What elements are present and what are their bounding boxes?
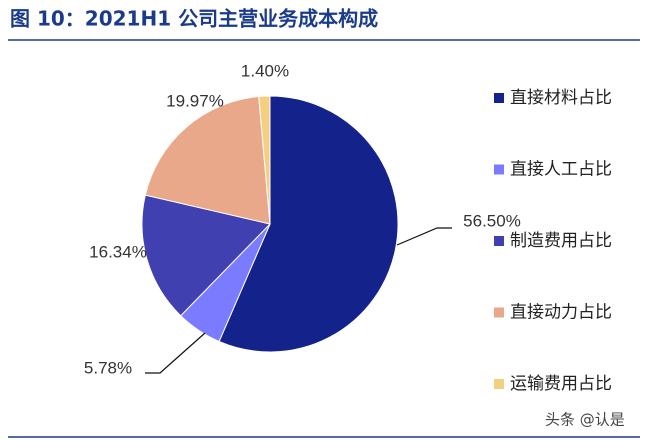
legend-label: 运输费用占比 [510,374,612,394]
legend-label: 直接人工占比 [510,160,612,180]
pie-slice [258,95,271,225]
leader-line [145,332,206,374]
data-label: 19.97% [166,91,224,110]
legend-swatch [494,93,504,103]
legend-swatch [494,379,504,389]
pie-slice [218,95,399,353]
watermark: 头条 @认是 [545,411,625,429]
legend-label: 直接动力占比 [510,303,612,323]
legend-label: 制造费用占比 [510,231,612,251]
leader-line [396,227,452,246]
pie-slice [144,95,271,225]
pie-slice [141,194,271,317]
data-label: 56.50% [463,211,521,230]
legend-swatch [494,307,504,318]
data-label: 5.78% [84,358,132,377]
data-label: 1.40% [241,61,289,80]
data-label: 16.34% [89,242,147,261]
legend-label: 直接材料占比 [510,88,612,108]
legend-swatch [494,236,504,246]
chart-title: 图 10：2021H1 公司主营业务成本构成 [10,7,378,31]
legend-swatch [494,164,504,175]
